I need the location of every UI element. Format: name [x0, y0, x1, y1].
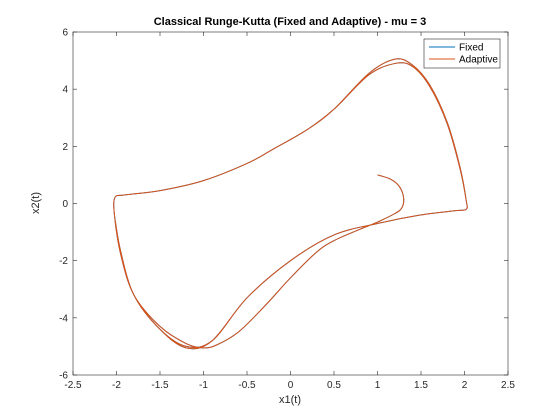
x-tick-label: 0: [288, 380, 294, 391]
x-tick-label: -0.5: [238, 380, 256, 391]
x-tick-label: 1.5: [414, 380, 428, 391]
y-tick-label: 6: [62, 28, 68, 39]
y-tick-label: 0: [62, 199, 68, 210]
x-tick-label: -1.5: [151, 380, 169, 391]
x-tick-label: 0.5: [327, 380, 341, 391]
y-tick-label: -2: [59, 256, 68, 267]
y-tick-label: 2: [62, 142, 68, 153]
x-axis-label: x1(t): [279, 394, 301, 406]
x-tick-label: 2.5: [501, 380, 515, 391]
x-tick-label: -2.5: [64, 380, 82, 391]
legend: Fixed Adaptive: [423, 38, 501, 69]
axes-box: [72, 31, 509, 376]
x-axis-ticks: -2.5 -2 -1.5 -1 -0.5 0 0.5 1 1.5 2 2.5: [64, 32, 515, 391]
x-tick-label: 2: [462, 380, 468, 391]
x-tick-label: 1: [375, 380, 381, 391]
series-layer: [113, 58, 468, 350]
plot-area: [73, 32, 508, 375]
y-tick-label: 4: [62, 85, 68, 96]
y-axis-ticks: -6 -4 -2 0 2 4 6: [59, 28, 508, 382]
series-line-adaptive: [113, 58, 468, 350]
legend-box: [423, 38, 501, 69]
legend-label-fixed: Fixed: [459, 43, 483, 54]
x-tick-label: -1: [199, 380, 208, 391]
chart-title: Classical Runge-Kutta (Fixed and Adaptiv…: [154, 16, 427, 28]
legend-label-adaptive: Adaptive: [459, 55, 498, 66]
y-tick-label: -4: [59, 313, 68, 324]
y-tick-label: -6: [59, 371, 68, 382]
x-tick-label: -2: [112, 380, 121, 391]
y-axis-label: x2(t): [30, 192, 42, 214]
